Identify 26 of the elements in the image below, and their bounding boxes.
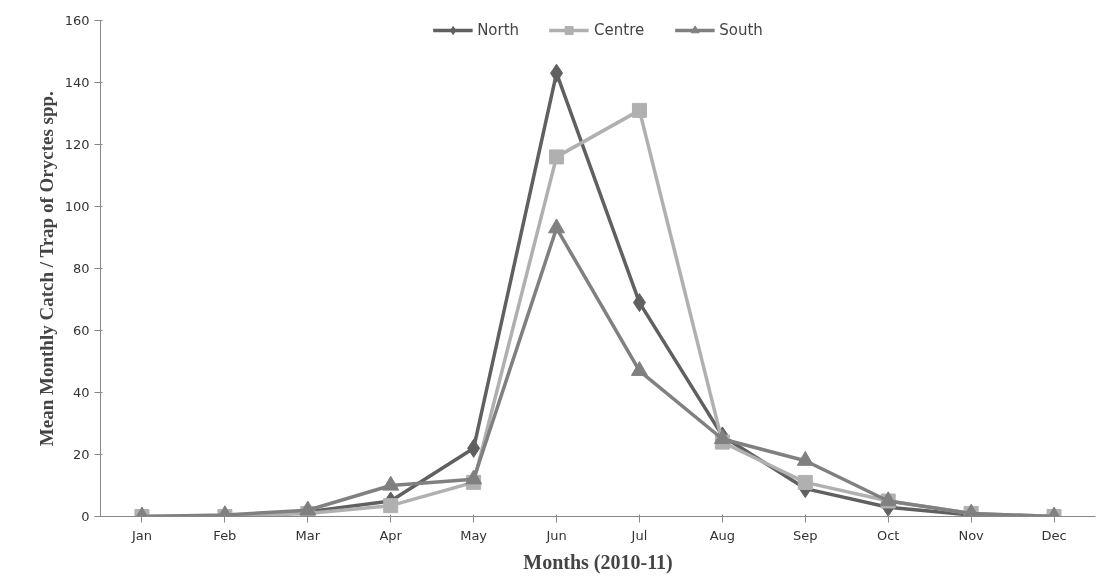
x-tick-label: Jul bbox=[630, 527, 648, 543]
legend-label: North bbox=[477, 21, 520, 39]
x-tick-label: Sep bbox=[793, 527, 818, 543]
x-tick-label: Oct bbox=[876, 527, 900, 543]
legend-label: Centre bbox=[594, 21, 645, 39]
x-tick-label: Apr bbox=[379, 527, 403, 543]
y-tick-label: 120 bbox=[64, 137, 90, 152]
y-axis-title: Mean Monthly Catch / Trap of Oryctes spp. bbox=[35, 91, 57, 447]
y-tick-label: 0 bbox=[81, 509, 90, 524]
x-tick-label: Dec bbox=[1041, 527, 1067, 543]
x-tick-label: Aug bbox=[709, 527, 736, 543]
x-tick-label: May bbox=[460, 527, 488, 543]
x-tick-label: Feb bbox=[213, 527, 237, 543]
x-axis-title: Months (2010-11) bbox=[523, 550, 673, 574]
y-tick-label: 60 bbox=[72, 323, 90, 338]
x-tick-label: Mar bbox=[295, 527, 321, 543]
y-tick-label: 100 bbox=[64, 199, 90, 214]
y-tick-label: 80 bbox=[72, 261, 90, 276]
x-tick-label: Nov bbox=[958, 527, 985, 543]
y-tick-label: 140 bbox=[64, 75, 90, 90]
x-tick-label: Jan bbox=[130, 527, 152, 543]
legend-label: South bbox=[719, 21, 763, 39]
x-tick-label: Jun bbox=[545, 527, 567, 543]
y-tick-label: 40 bbox=[72, 385, 90, 400]
y-tick-label: 20 bbox=[72, 447, 90, 462]
y-tick-label: 160 bbox=[64, 13, 90, 28]
